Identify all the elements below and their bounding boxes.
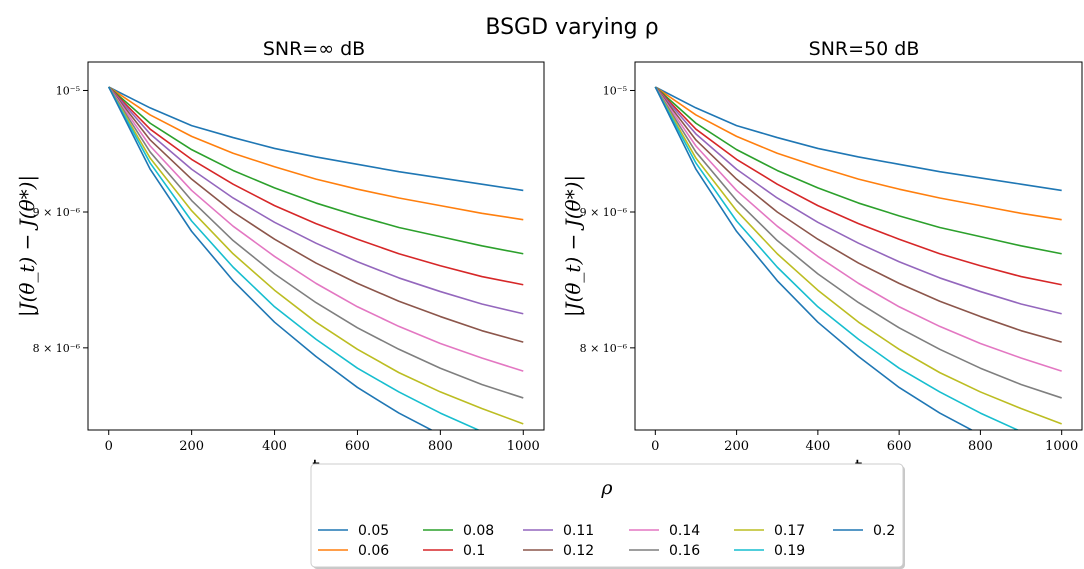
series-line-0-12 [108, 86, 524, 343]
subplot-2: 0 200 400 600 800 1000 10⁻⁵ 9 × 10⁻⁶ 8 × 10⁻⁶ SNR… [561, 38, 1083, 478]
y-tick-label: 8 × 10⁻⁶ [33, 342, 81, 355]
x-tick-label: 1000 [507, 439, 540, 454]
x-tick-label: 800 [968, 439, 993, 454]
series-line-0-08 [654, 86, 1062, 255]
legend-label: 0.14 [669, 523, 700, 539]
series-line-0-06 [108, 86, 524, 221]
legend-entry: 0.08 [423, 523, 494, 539]
x-tick-label: 0 [105, 439, 113, 454]
series-lines [654, 86, 1062, 430]
series-lines [108, 86, 524, 430]
series-line-0-16 [654, 86, 1062, 399]
legend-label: 0.16 [669, 543, 700, 559]
legend-label: 0.19 [774, 543, 805, 559]
y-axis-label: |J(θ_t) − J(θ*)| [15, 175, 40, 317]
series-line-0-1 [654, 86, 1062, 286]
series-line-0-17 [654, 86, 1062, 425]
series-line-0-19 [654, 86, 1020, 430]
axes-frame [634, 61, 1083, 431]
x-tick-label: 200 [724, 439, 749, 454]
series-line-0-06 [654, 86, 1062, 221]
legend: ρ 0.05 0.06 0.08 0.1 0.11 0.12 0.14 0.16 0.17 0.19… [310, 463, 905, 569]
subplot-title: SNR=50 dB [809, 38, 920, 60]
series-line-0-14 [108, 86, 524, 372]
y-tick-label: 10⁻⁵ [603, 84, 627, 97]
series-line-0-05 [108, 86, 524, 192]
series-line-0-11 [108, 86, 524, 315]
y-tick-label: 8 × 10⁻⁶ [580, 342, 628, 355]
series-line-0-14 [654, 86, 1062, 372]
axes-frame [87, 61, 545, 431]
legend-entry: 0.12 [523, 543, 594, 559]
legend-entry: 0.2 [833, 523, 895, 539]
series-line-0-17 [108, 86, 524, 425]
x-tick-label: 1000 [1045, 439, 1078, 454]
legend-entry: 0.16 [629, 543, 700, 559]
y-tick-label: 9 × 10⁻⁶ [33, 206, 81, 219]
legend-label: 0.08 [463, 523, 494, 539]
legend-entry: 0.11 [523, 523, 594, 539]
x-tick-label: 0 [651, 439, 659, 454]
x-tick-label: 800 [428, 439, 453, 454]
series-line-0-19 [108, 86, 481, 430]
y-tick-label: 9 × 10⁻⁶ [580, 206, 628, 219]
series-line-0-2 [108, 86, 434, 430]
legend-label: 0.2 [873, 523, 895, 539]
series-line-0-08 [108, 86, 524, 255]
legend-entry: 0.06 [318, 543, 389, 559]
subplots: 0 200 400 600 800 1000 10⁻⁵ 9 × 10⁻⁶ 8 × 10⁻⁶ SNR… [15, 38, 1083, 478]
legend-entry: 0.17 [734, 523, 805, 539]
series-line-0-05 [654, 86, 1062, 192]
series-line-0-2 [654, 86, 974, 430]
x-tick-label: 600 [887, 439, 912, 454]
x-tick-label: 200 [179, 439, 204, 454]
series-line-0-11 [654, 86, 1062, 315]
legend-entry: 0.19 [734, 543, 805, 559]
legend-entry: 0.14 [629, 523, 700, 539]
x-tick-label: 400 [262, 439, 287, 454]
y-axis-label: |J(θ_t) − J(θ*)| [561, 175, 586, 317]
legend-label: 0.11 [563, 523, 594, 539]
x-tick-label: 600 [345, 439, 370, 454]
legend-label: 0.17 [774, 523, 805, 539]
subplot-1: 0 200 400 600 800 1000 10⁻⁵ 9 × 10⁻⁶ 8 × 10⁻⁶ SNR… [15, 38, 545, 478]
x-tick-label: 400 [805, 439, 830, 454]
legend-label: 0.05 [358, 523, 389, 539]
subplot-title: SNR=∞ dB [263, 38, 365, 60]
series-line-0-12 [654, 86, 1062, 343]
series-line-0-16 [108, 86, 524, 399]
legend-label: 0.06 [358, 543, 389, 559]
legend-label: 0.12 [563, 543, 594, 559]
legend-frame [310, 463, 904, 568]
legend-entry: 0.05 [318, 523, 389, 539]
series-line-0-1 [108, 86, 524, 286]
legend-label: 0.1 [463, 543, 485, 559]
legend-entry: 0.1 [423, 543, 485, 559]
y-tick-label: 10⁻⁵ [56, 84, 80, 97]
legend-title: ρ [600, 477, 613, 499]
figure-suptitle: BSGD varying ρ [485, 15, 658, 40]
